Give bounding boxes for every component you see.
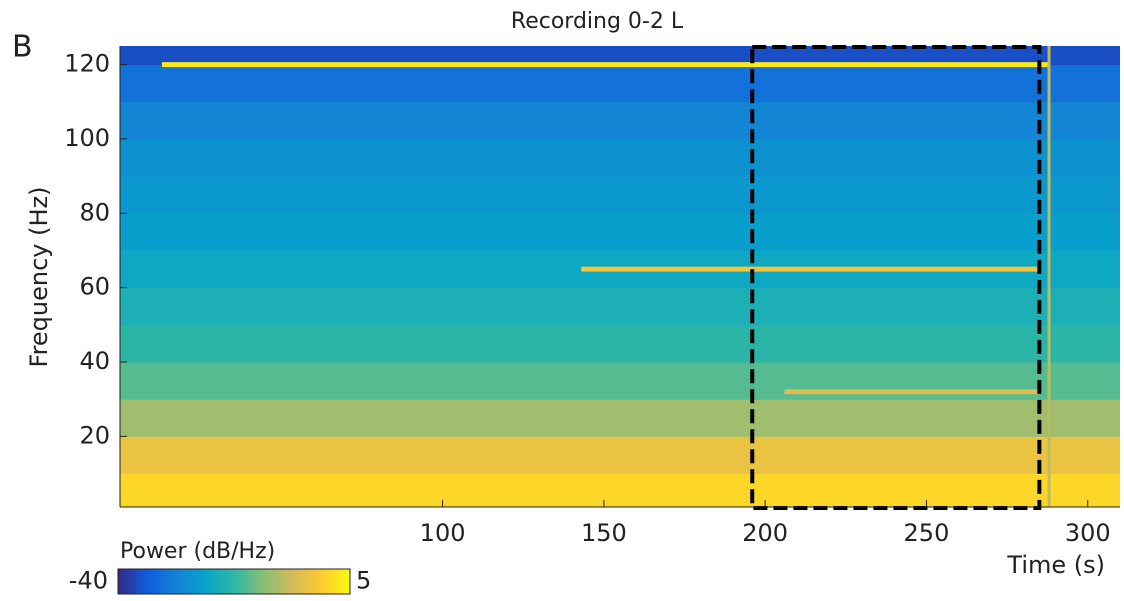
y-axis-label: Frequency (Hz) <box>25 187 53 368</box>
highlight-box <box>750 45 1042 510</box>
colorbar-tick-label: -40 <box>69 567 108 595</box>
y-tick-label: 40 <box>79 347 110 375</box>
y-tick-label: 20 <box>79 421 110 449</box>
colorbar <box>117 568 351 595</box>
power-band <box>120 213 1120 251</box>
power-band <box>120 436 1120 475</box>
x-tick-label: 200 <box>742 519 788 547</box>
x-axis-label: Time (s) <box>1006 551 1105 579</box>
power-band <box>120 473 1120 508</box>
y-tick-label: 60 <box>79 273 110 301</box>
power-band <box>120 46 1120 66</box>
x-tick-label: 100 <box>420 519 466 547</box>
chart-title: Recording 0-2 L <box>511 9 684 34</box>
power-band <box>120 138 1120 177</box>
y-tick-label: 80 <box>79 198 110 226</box>
power-band <box>120 64 1120 103</box>
power-band <box>120 287 1120 326</box>
power-band <box>120 324 1120 363</box>
power-band <box>120 101 1120 140</box>
colorbar-label: Power (dB/Hz) <box>120 539 275 564</box>
colorbar-tick-label: 5 <box>356 567 371 595</box>
x-tick-label: 150 <box>581 519 627 547</box>
x-tick-label: 300 <box>1065 519 1111 547</box>
x-tick-label: 250 <box>904 519 950 547</box>
panel-label: B <box>12 30 33 65</box>
y-tick-label: 100 <box>64 124 110 152</box>
power-band <box>120 176 1120 214</box>
power-band <box>120 399 1120 437</box>
y-tick-label: 120 <box>64 50 110 78</box>
